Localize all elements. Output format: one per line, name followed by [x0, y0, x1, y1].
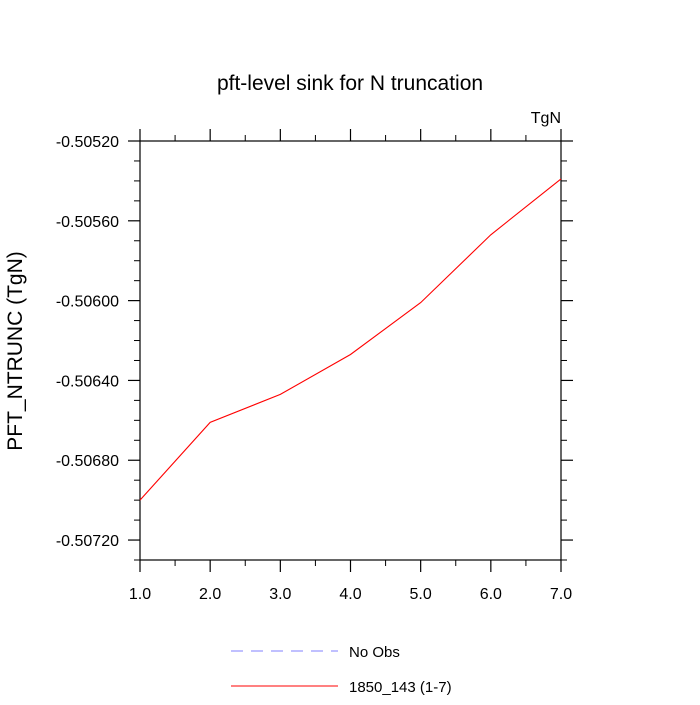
chart-title: pft-level sink for N truncation: [217, 72, 483, 95]
y-tick-label: -0.50640: [56, 373, 119, 390]
legend-label: No Obs: [349, 644, 400, 661]
y-axis-label: PFT_NTRUNC (TgN): [4, 251, 27, 451]
x-tick-label: 3.0: [269, 586, 291, 603]
y-tick-label: -0.50520: [56, 134, 119, 151]
x-tick-label: 6.0: [480, 586, 502, 603]
x-tick-label: 7.0: [550, 586, 572, 603]
plot-area: 1.0 2.0 3.0 4.0 5.0 6.0 7.0 -0.50520 -0.50560 -0.…: [56, 129, 573, 603]
y-tick-label: -0.50560: [56, 214, 119, 231]
plot-frame: [139, 140, 562, 561]
y-tick-label: -0.50720: [56, 533, 119, 550]
x-tick-label: 1.0: [129, 586, 151, 603]
series-line: [139, 178, 562, 501]
legend-label: 1850_143 (1-7): [349, 679, 452, 696]
y-tick-label: -0.50600: [56, 294, 119, 311]
legend: No Obs 1850_143 (1-7): [231, 644, 452, 696]
x-tick-label: 2.0: [199, 586, 221, 603]
units-label: TgN: [531, 110, 561, 127]
x-tick-label: 4.0: [339, 586, 361, 603]
x-tick-label: 5.0: [410, 586, 432, 603]
y-tick-label: -0.50680: [56, 453, 119, 470]
